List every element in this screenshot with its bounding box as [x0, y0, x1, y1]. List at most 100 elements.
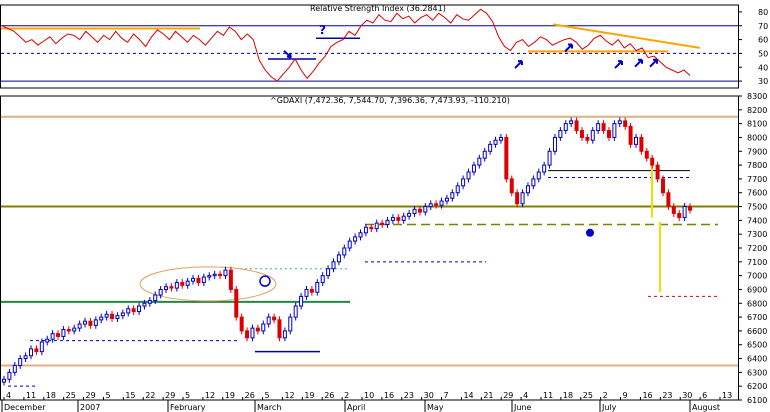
face-icon [259, 275, 271, 287]
candle-body [153, 294, 158, 302]
price-tick-label: 8200 [747, 106, 767, 115]
x-tick-label: 9 [623, 391, 628, 400]
candle-body [50, 333, 55, 340]
candle-body [164, 286, 169, 290]
candle-body [261, 323, 266, 332]
rsi-arrow-icon [283, 49, 292, 59]
rsi-arrow-icon [514, 60, 523, 69]
x-tick-label: 29 [503, 391, 513, 400]
price-tick-label: 7700 [747, 175, 767, 184]
candle-body [412, 208, 417, 214]
candle-body [320, 275, 325, 284]
rsi-arrow-icon [649, 58, 658, 68]
candle-body [56, 333, 61, 337]
candle-body [66, 329, 71, 332]
candle-body [655, 164, 660, 180]
candle-body [525, 185, 530, 194]
price-tick-label: 6100 [747, 396, 767, 405]
x-tick-label: 2 [344, 391, 349, 400]
candle-body [417, 208, 422, 213]
candle-body [450, 192, 455, 199]
candle-body [147, 300, 152, 304]
candle-body [482, 150, 487, 159]
price-tick-label: 7800 [747, 161, 767, 170]
x-tick-label: 18 [563, 391, 573, 400]
candle-body [585, 136, 590, 141]
candle-body [331, 261, 336, 270]
rsi-arrow-icon [634, 58, 643, 68]
x-tick-label: 7 [444, 391, 449, 400]
candle-body [142, 302, 147, 307]
candle-body [660, 178, 665, 194]
candle-body [83, 320, 88, 325]
candle-body [563, 123, 568, 132]
candle-body [628, 125, 633, 145]
price-panel-frame [0, 95, 739, 401]
x-tick-label: 14 [463, 391, 473, 400]
candle-body [590, 130, 595, 141]
x-tick-label: 4 [6, 391, 11, 400]
x-tick-label: 25 [583, 391, 593, 400]
candle-body [504, 136, 509, 180]
candle-body [255, 327, 260, 332]
x-tick-label: 5 [265, 391, 270, 400]
candle-body [488, 143, 493, 152]
month-label: April [347, 403, 365, 412]
bomb-icon [586, 228, 594, 237]
candle-body [353, 236, 358, 242]
candle-body [29, 348, 34, 357]
x-tick-label: 22 [145, 391, 155, 400]
candle-body [428, 203, 433, 208]
candle-body [369, 226, 374, 230]
x-tick-label: 19 [225, 391, 235, 400]
candle-body [466, 171, 471, 180]
candle-body [363, 226, 368, 234]
price-tick-label: 7300 [747, 230, 767, 239]
candle-body [374, 222, 379, 230]
x-tick-label: 25 [66, 391, 76, 400]
candle-body [7, 371, 12, 380]
candle-body [520, 192, 525, 205]
x-tick-label: 4 [523, 391, 528, 400]
candle-body [596, 123, 601, 132]
month-label: August [692, 403, 720, 412]
candle-body [282, 330, 287, 339]
price-tick-label: 6300 [747, 368, 767, 377]
price-tick-label: 7100 [747, 258, 767, 267]
candle-body [250, 327, 255, 339]
candle-body [515, 192, 520, 205]
candle-body [180, 282, 185, 286]
candle-body [218, 273, 223, 277]
candle-body [104, 313, 109, 318]
price-tick-label: 8000 [747, 133, 767, 142]
x-tick-label: 16 [642, 391, 652, 400]
price-tick-label: 6500 [747, 341, 767, 350]
candle-body [126, 308, 131, 314]
candle-body [12, 364, 17, 373]
x-tick-label: 10 [364, 391, 374, 400]
candle-body [137, 305, 142, 313]
candle-body [423, 206, 428, 213]
candle-body [477, 157, 482, 166]
rsi-tick-label: 60 [758, 36, 768, 45]
candle-body [650, 157, 655, 166]
candle-body [612, 123, 617, 138]
candle-body [390, 217, 395, 221]
candle-body [407, 212, 412, 217]
candle-body [558, 130, 563, 138]
candle-body [493, 139, 498, 145]
candle-body [309, 288, 314, 293]
candle-body [158, 288, 163, 296]
candle-body [304, 288, 309, 297]
candle-body [509, 178, 514, 194]
candle-body [461, 178, 466, 187]
price-tick-label: 7900 [747, 147, 767, 156]
x-tick-label: 30 [682, 391, 692, 400]
candle-body [110, 313, 115, 319]
candle-body [434, 203, 439, 206]
candle-body [185, 280, 190, 286]
candle-body [569, 120, 574, 125]
candle-body [196, 277, 201, 284]
